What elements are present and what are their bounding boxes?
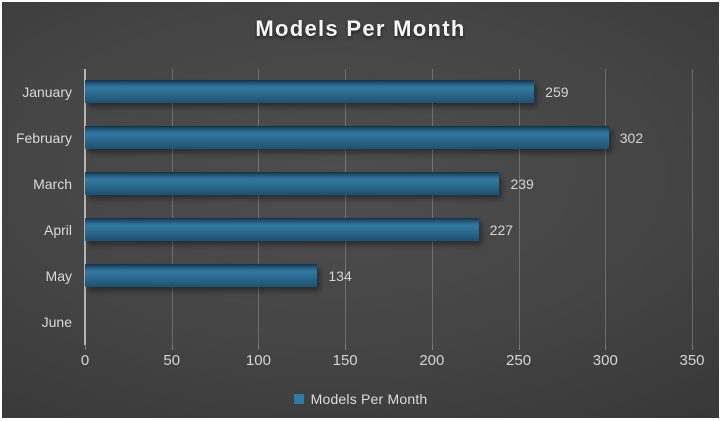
gridline	[258, 69, 260, 345]
tick-mark	[345, 345, 347, 350]
bar-row: 259	[85, 69, 692, 115]
x-tick-label: 100	[245, 352, 271, 369]
bar-value-label: 227	[489, 222, 514, 238]
tick-mark	[431, 345, 433, 350]
bar-march	[85, 172, 500, 195]
bar-value-label: 302	[619, 130, 644, 146]
category-label-february: February	[15, 130, 72, 146]
tick-mark	[692, 345, 693, 350]
tick-mark	[518, 345, 520, 350]
x-tick-label: 150	[332, 352, 358, 369]
gridline	[518, 69, 520, 345]
legend-swatch-icon	[293, 394, 304, 404]
bar-february	[85, 126, 609, 149]
x-tick-label: 350	[679, 352, 705, 369]
tick-mark	[258, 345, 260, 350]
legend: Models Per Month	[2, 391, 719, 407]
x-axis-ticks: 0 50 100 150 200 250 300 350	[81, 352, 705, 374]
bar-row: 239	[85, 161, 692, 207]
gridline	[692, 69, 693, 345]
x-tick-label: 250	[506, 352, 532, 369]
tick-mark	[85, 345, 86, 350]
x-tick-label: 50	[163, 352, 181, 369]
bar-may	[85, 264, 318, 287]
category-label-april: April	[43, 222, 72, 238]
chart-title: Models Per Month	[255, 16, 466, 41]
gridline	[605, 69, 607, 345]
bar-value-label: 259	[545, 84, 569, 100]
category-label-march: March	[33, 176, 72, 192]
bar-row: 227	[85, 207, 692, 253]
x-tick-label: 300	[592, 352, 618, 369]
gridline	[431, 69, 433, 345]
legend-label: Models Per Month	[310, 391, 428, 407]
bar-row	[85, 299, 692, 345]
y-axis-line	[84, 69, 86, 345]
bar-row: 302	[85, 115, 692, 161]
bar-value-label: 239	[510, 176, 534, 192]
tick-mark	[171, 345, 173, 350]
category-label-june: June	[41, 314, 72, 330]
category-axis: January February March April May June	[2, 69, 72, 345]
gridline	[171, 69, 173, 345]
plot-area: 259 302 239 227 134	[84, 69, 693, 350]
category-label-january: January	[22, 84, 72, 100]
bar-value-label: 134	[328, 268, 352, 284]
tick-mark	[605, 345, 607, 350]
x-tick-label: 200	[419, 352, 445, 369]
x-tick-label: 0	[80, 352, 90, 369]
bar-april	[85, 218, 479, 241]
bar-january	[85, 80, 535, 103]
bar-row: 134	[85, 253, 692, 299]
category-label-may: May	[45, 268, 72, 284]
gridline	[345, 69, 347, 345]
